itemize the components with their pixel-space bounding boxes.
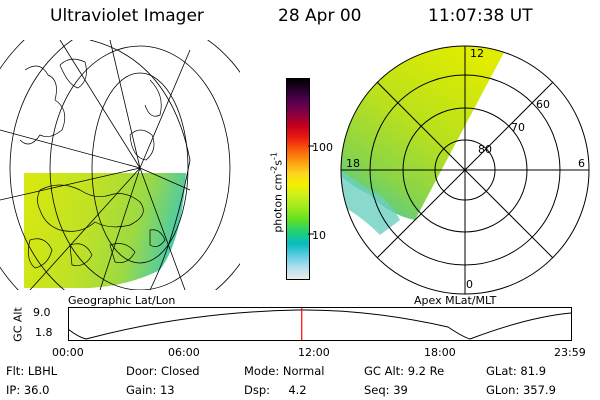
colorbar-ticks [308, 145, 314, 235]
xtick-2359: 23:59 [554, 346, 586, 359]
mlt-label-6: 6 [578, 157, 585, 170]
glat-field: GLat: 81.9 [486, 364, 547, 378]
time-label: 11:07:38 UT [428, 6, 533, 26]
mlat-label-80: 80 [478, 143, 492, 156]
auroral-image-geo [24, 173, 186, 289]
altitude-ytick-min: 1.8 [35, 326, 53, 339]
xtick-0000: 00:00 [52, 346, 84, 359]
dsp-field: Dsp: 4.2 [244, 383, 307, 397]
polar-mlat-mlt-plot [340, 45, 590, 295]
altitude-ylabel: GC Alt [11, 307, 25, 342]
xtick-1200: 12:00 [298, 346, 330, 359]
colorbar-unit-label: photon cm-2s-1 [269, 152, 285, 233]
auroral-image-polar [341, 46, 508, 220]
gain-field: Gain: 13 [126, 383, 175, 397]
xtick-1800: 18:00 [424, 346, 456, 359]
colorbar-tick-10: 10 [312, 229, 326, 242]
instrument-title: Ultraviolet Imager [50, 6, 204, 26]
polar-panel-label: Apex MLat/MLT [414, 294, 497, 307]
mode-field: Mode: Normal [244, 364, 325, 378]
mlt-label-12: 12 [470, 47, 484, 60]
geo-panel-label: Geographic Lat/Lon [68, 294, 176, 307]
ip-field: IP: 36.0 [6, 383, 50, 397]
filter-field: Flt: LBHL [6, 364, 58, 378]
mlt-label-18: 18 [346, 157, 360, 170]
glon-field: GLon: 357.9 [486, 383, 556, 397]
altitude-ytick-max: 9.0 [33, 306, 51, 319]
date-label: 28 Apr 00 [278, 6, 362, 26]
altitude-curve [68, 309, 572, 340]
mlat-label-60: 60 [536, 98, 550, 111]
intensity-colorbar [286, 78, 310, 280]
gc-alt-field: GC Alt: 9.2 Re [364, 364, 445, 378]
door-field: Door: Closed [126, 364, 200, 378]
mlat-label-70: 70 [511, 121, 525, 134]
colorbar-tick-100: 100 [312, 141, 333, 154]
seq-field: Seq: 39 [364, 383, 408, 397]
mlt-label-0: 0 [466, 278, 473, 291]
altitude-plot [68, 307, 572, 341]
xtick-0600: 06:00 [168, 346, 200, 359]
geographic-map [0, 40, 240, 290]
